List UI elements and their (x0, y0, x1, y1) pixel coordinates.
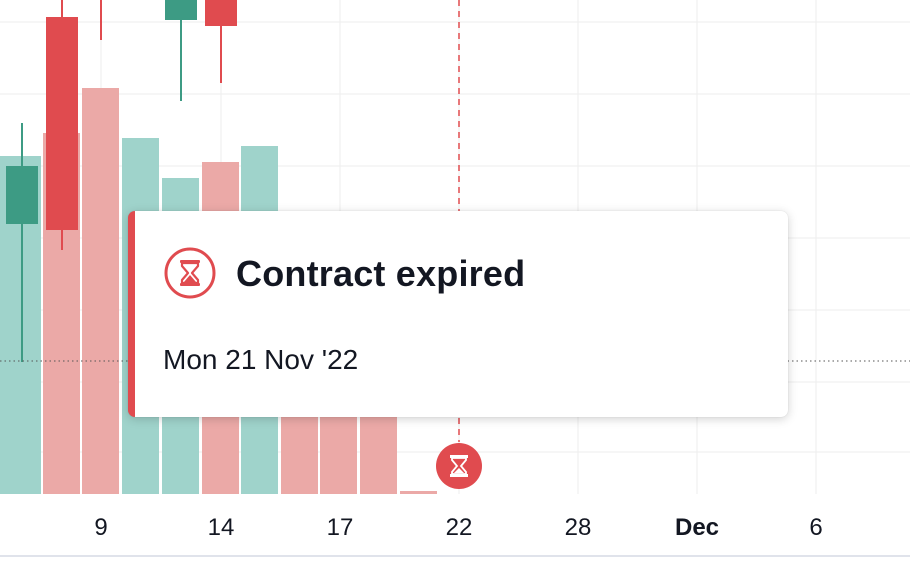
candle-body (6, 166, 38, 224)
volume-bar (400, 491, 437, 494)
candle-body (165, 0, 197, 20)
x-tick-label: 22 (445, 514, 473, 541)
hourglass-icon (164, 247, 216, 299)
x-tick-label: 14 (207, 514, 235, 541)
tooltip-title: Contract expired (236, 253, 526, 294)
hourglass-icon (450, 455, 468, 477)
contract-expired-tooltip: Contract expired Mon 21 Nov '22 (128, 211, 788, 417)
x-tick-label: 28 (564, 514, 592, 541)
volume-bar (82, 88, 119, 494)
x-tick-label: 9 (94, 514, 108, 541)
candle-body (46, 17, 78, 230)
tooltip-date: Mon 21 Nov '22 (163, 344, 359, 375)
x-tick-label: 6 (809, 514, 823, 541)
candle-body (205, 0, 237, 26)
expiry-marker (436, 443, 482, 489)
x-tick-label-month: Dec (674, 514, 720, 541)
x-tick-label: 17 (326, 514, 354, 541)
